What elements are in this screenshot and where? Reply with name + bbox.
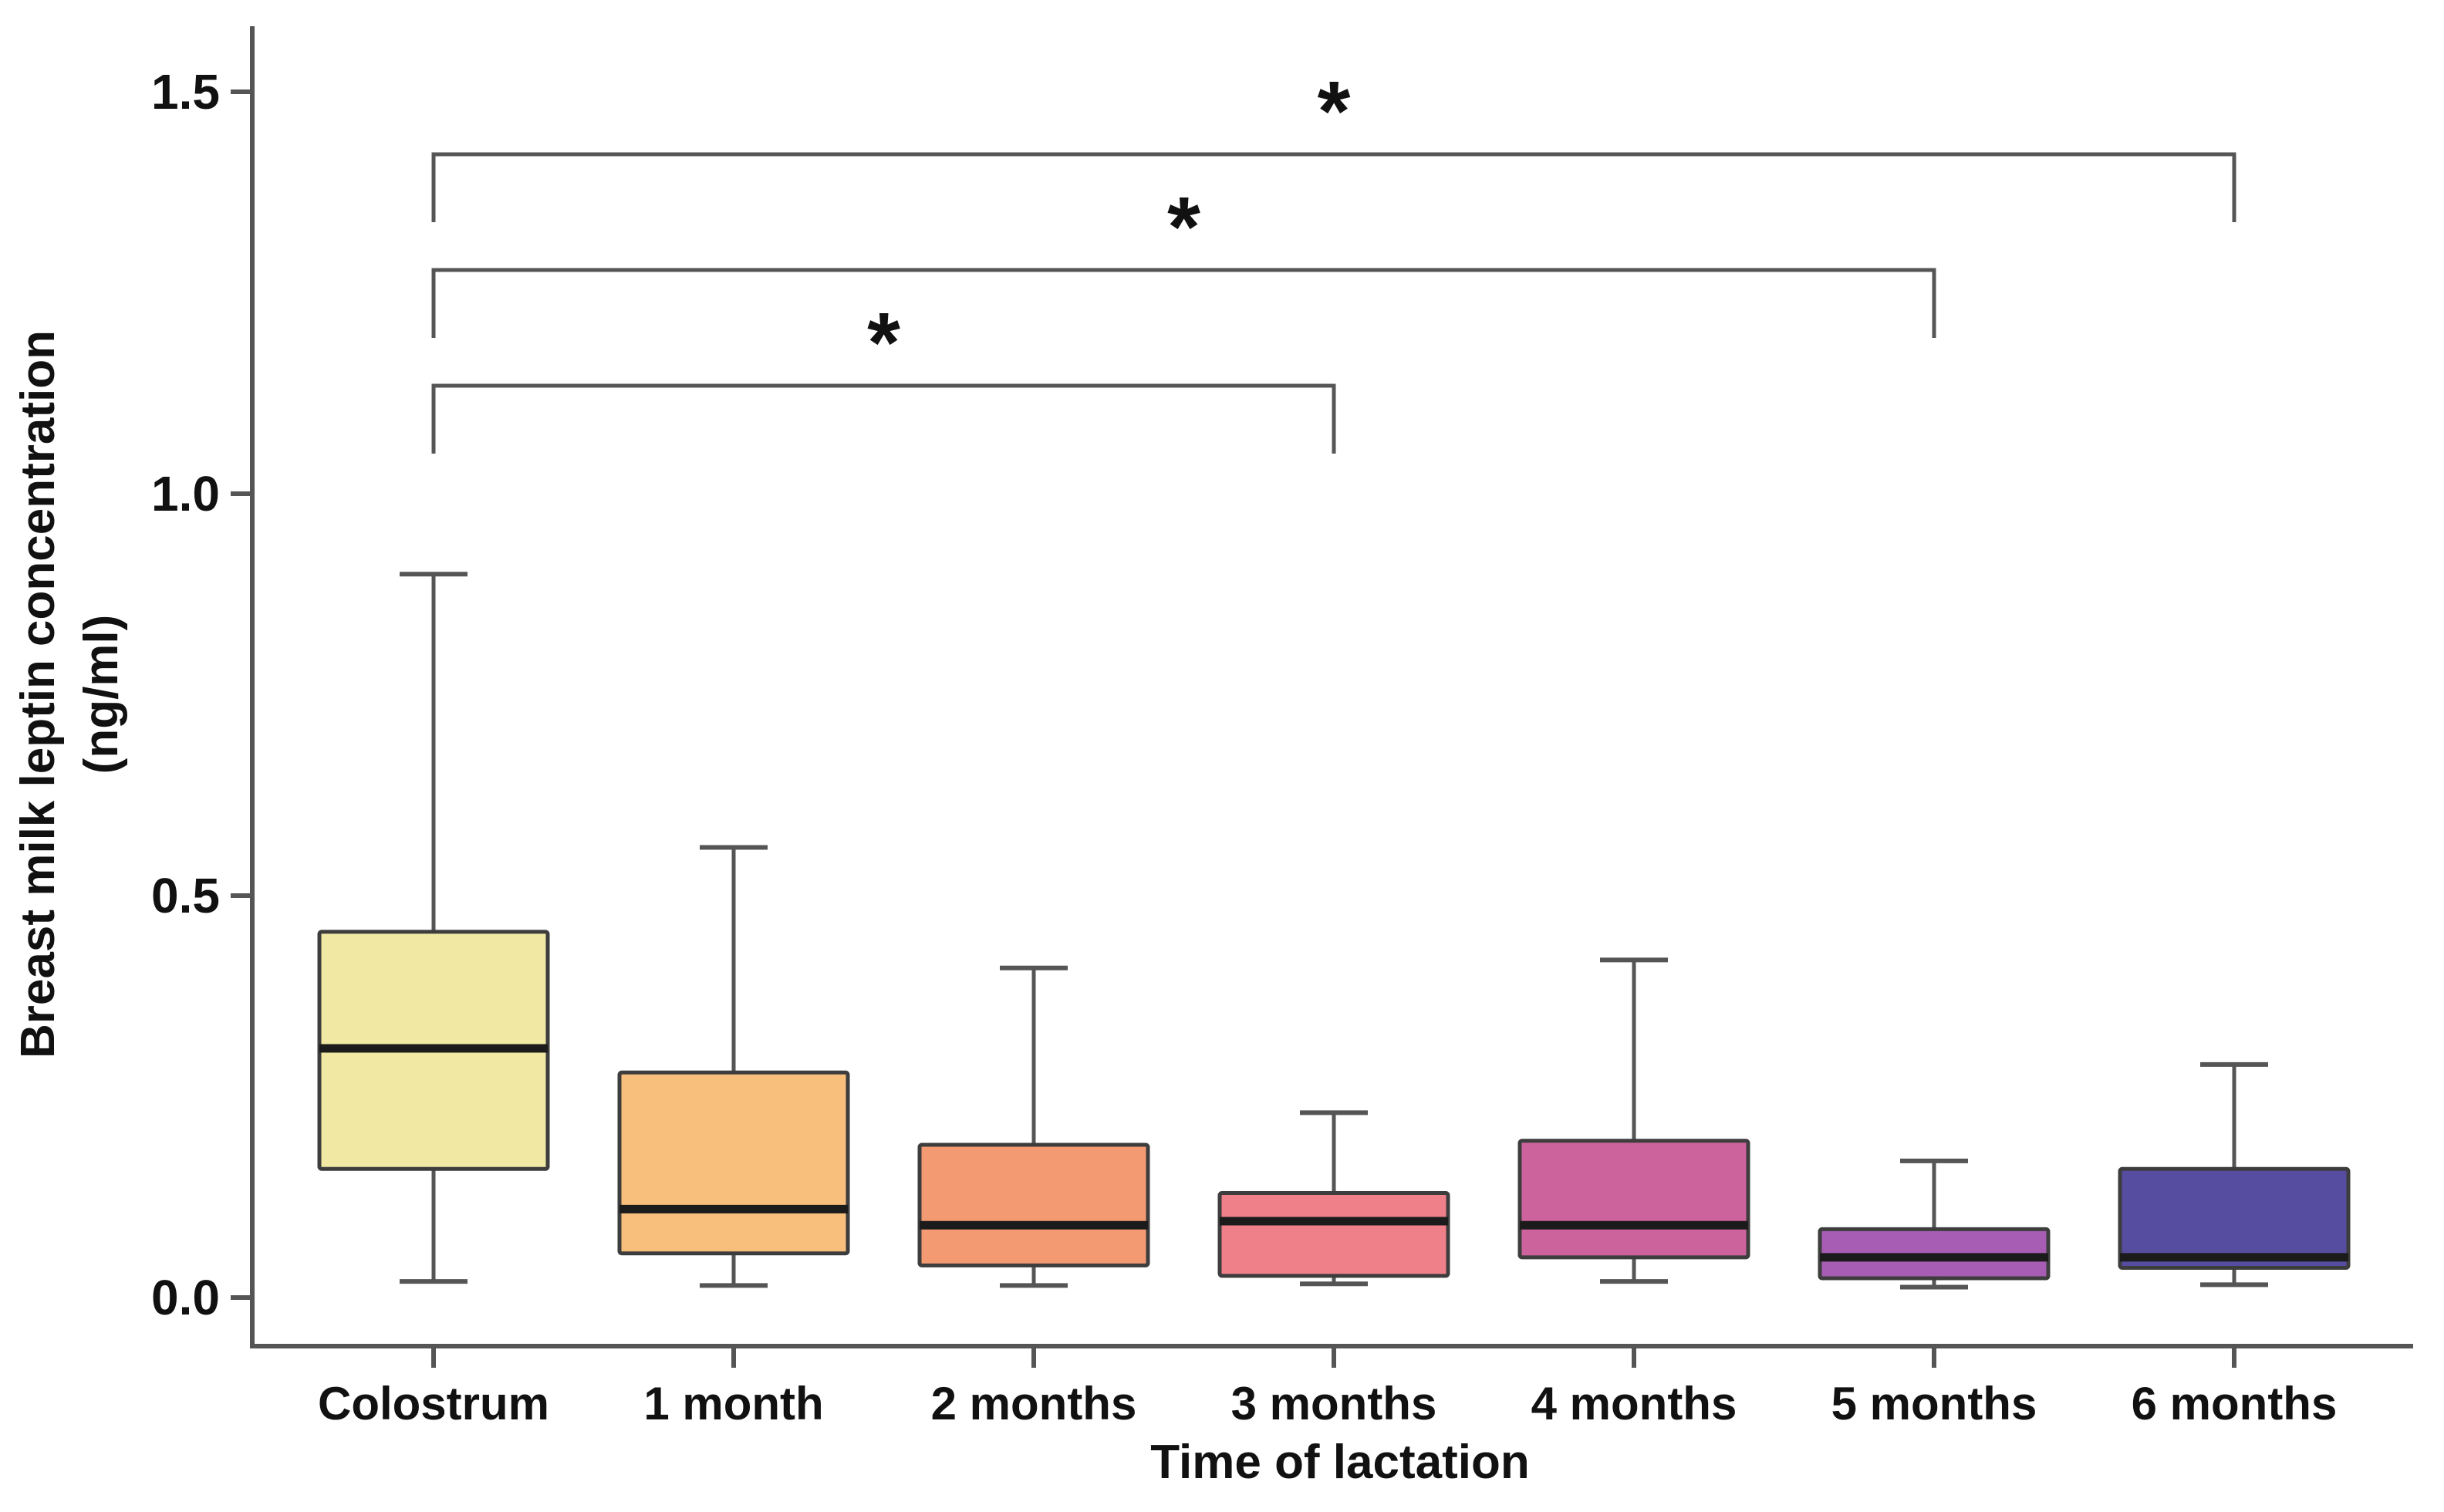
bracket-line bbox=[431, 152, 2236, 222]
y-tick-label: 1.0 bbox=[151, 466, 220, 521]
box-rect bbox=[617, 1070, 850, 1256]
plot-area: * * * 0.0 0.5 1.0 1.5 Colostrum 1 month 2 months 3… bbox=[151, 26, 2413, 1429]
bracket-line bbox=[431, 383, 1336, 454]
x-tick-label: 1 month bbox=[643, 1378, 823, 1429]
y-tick-label: 0.5 bbox=[151, 868, 220, 923]
box-rect bbox=[2118, 1166, 2351, 1270]
significance-bracket-3-months: * bbox=[431, 295, 1336, 454]
x-tick-label: Colostrum bbox=[318, 1378, 549, 1429]
box-5-months bbox=[1818, 1158, 2051, 1290]
box-3-months bbox=[1217, 1110, 1450, 1287]
significance-asterisk: * bbox=[1318, 64, 1351, 159]
y-axis-title-line2: (ng/ml) bbox=[75, 615, 128, 775]
x-axis-title: Time of lactation bbox=[1150, 1436, 1530, 1489]
significance-bracket-5-months: * bbox=[431, 180, 1936, 338]
significance-asterisk: * bbox=[1167, 180, 1200, 275]
box-rect bbox=[1217, 1191, 1450, 1278]
box-rect bbox=[1517, 1139, 1750, 1260]
bracket-line bbox=[431, 268, 1936, 338]
y-axis-title-line1: Breast milk leptin concentration bbox=[12, 330, 65, 1058]
significance-bracket-6-months: * bbox=[431, 64, 2236, 222]
box-4-months bbox=[1517, 957, 1750, 1284]
x-tick-label: 2 months bbox=[931, 1378, 1137, 1429]
box-2-months bbox=[917, 965, 1150, 1288]
box-colostrum bbox=[317, 572, 550, 1284]
y-tick-label: 1.5 bbox=[151, 64, 220, 120]
box-rect bbox=[917, 1142, 1150, 1267]
box-6-months bbox=[2118, 1061, 2351, 1288]
y-tick-label: 0.0 bbox=[151, 1270, 220, 1325]
significance-asterisk: * bbox=[867, 295, 900, 390]
x-tick-label: 4 months bbox=[1531, 1378, 1737, 1429]
x-tick-label: 6 months bbox=[2132, 1378, 2338, 1429]
x-tick-label: 5 months bbox=[1831, 1378, 2037, 1429]
x-tick-label: 3 months bbox=[1231, 1378, 1437, 1429]
box-1-month bbox=[617, 845, 850, 1288]
